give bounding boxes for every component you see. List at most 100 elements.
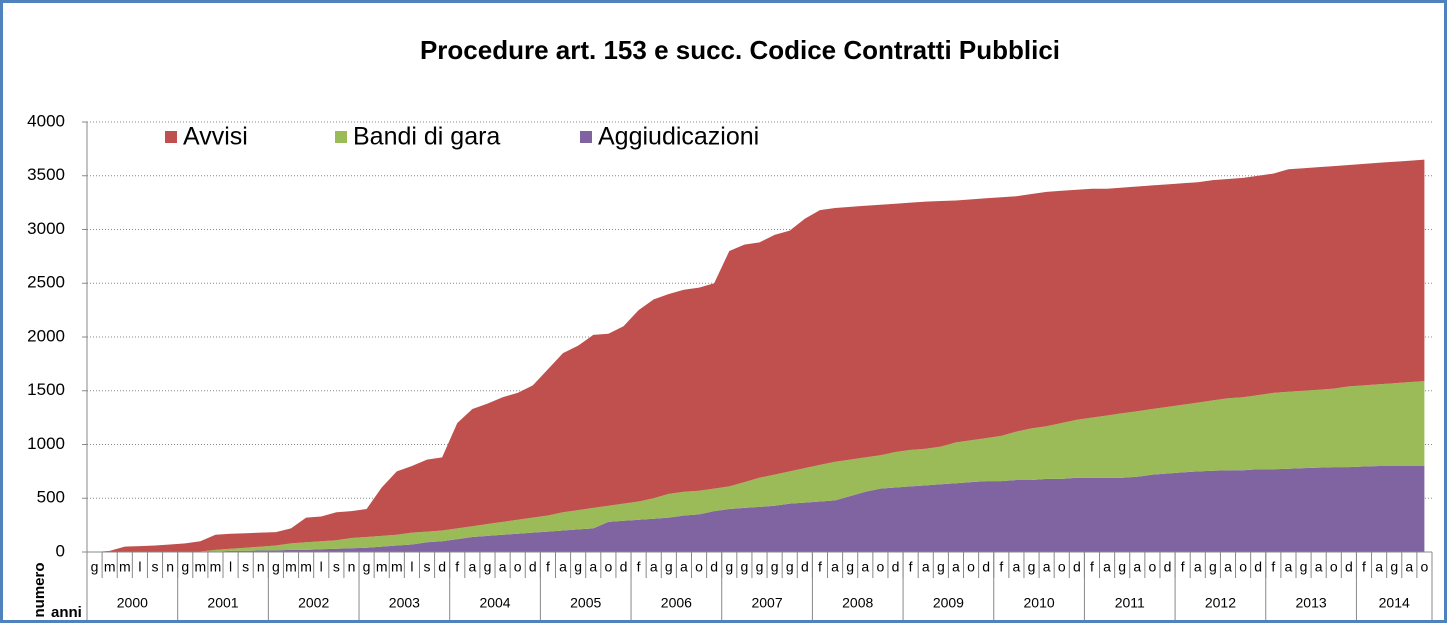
x-tick-label: d xyxy=(982,559,990,575)
x-tick-label: f xyxy=(1181,559,1185,575)
year-label: 2013 xyxy=(1296,595,1327,611)
x-tick-label: d xyxy=(892,559,900,575)
year-label: 2009 xyxy=(933,595,964,611)
legend-swatch xyxy=(165,131,177,143)
x-tick-label: m xyxy=(195,559,207,575)
x-tick-label: a xyxy=(589,559,597,575)
x-axis-label: anni xyxy=(51,604,82,621)
x-tick-label: m xyxy=(376,559,388,575)
x-tick-label: a xyxy=(1224,559,1232,575)
year-label: 2012 xyxy=(1205,595,1236,611)
x-tick-label: o xyxy=(514,559,522,575)
x-tick-label: m xyxy=(210,559,222,575)
x-tick-label: d xyxy=(620,559,628,575)
x-tick-label: f xyxy=(818,559,822,575)
x-tick-label: g xyxy=(771,559,779,575)
legend-swatch xyxy=(335,131,347,143)
x-tick-label: d xyxy=(710,559,718,575)
legend-label: Aggiudicazioni xyxy=(598,123,759,151)
x-tick-label: o xyxy=(1239,559,1247,575)
x-tick-label: m xyxy=(119,559,131,575)
x-tick-label: l xyxy=(229,559,232,575)
legend-swatch xyxy=(580,131,592,143)
x-tick-label: a xyxy=(861,559,869,575)
x-tick-label: o xyxy=(1330,559,1338,575)
year-label: 2003 xyxy=(389,595,420,611)
y-tick-label: 1000 xyxy=(27,434,65,453)
x-tick-label: g xyxy=(91,559,99,575)
x-tick-label: g xyxy=(574,559,582,575)
year-label: 2010 xyxy=(1024,595,1055,611)
x-tick-label: a xyxy=(1375,559,1383,575)
x-tick-label: s xyxy=(424,559,431,575)
x-tick-label: g xyxy=(665,559,673,575)
x-tick-label: d xyxy=(1345,559,1353,575)
x-tick-label: g xyxy=(1390,559,1398,575)
x-tick-label: a xyxy=(680,559,688,575)
x-tick-label: f xyxy=(1090,559,1094,575)
x-tick-label: d xyxy=(801,559,809,575)
x-tick-label: g xyxy=(1300,559,1308,575)
y-tick-label: 2000 xyxy=(27,326,65,345)
x-tick-label: o xyxy=(877,559,885,575)
x-tick-label: l xyxy=(138,559,141,575)
legend-label: Bandi di gara xyxy=(353,123,500,151)
x-tick-label: o xyxy=(1421,559,1429,575)
x-tick-label: a xyxy=(1315,559,1323,575)
x-tick-label: n xyxy=(348,559,356,575)
x-tick-label: a xyxy=(1013,559,1021,575)
x-tick-label: o xyxy=(1149,559,1157,575)
year-label: 2001 xyxy=(207,595,238,611)
x-tick-label: o xyxy=(604,559,612,575)
year-label: 2006 xyxy=(661,595,692,611)
x-tick-label: l xyxy=(320,559,323,575)
x-tick-label: g xyxy=(272,559,280,575)
x-tick-label: f xyxy=(1362,559,1366,575)
chart-title: Procedure art. 153 e succ. Codice Contra… xyxy=(420,35,1060,65)
x-tick-label: g xyxy=(756,559,764,575)
x-tick-label: f xyxy=(999,559,1003,575)
x-tick-label: a xyxy=(559,559,567,575)
x-tick-label: g xyxy=(181,559,189,575)
year-label: 2000 xyxy=(117,595,148,611)
x-tick-label: g xyxy=(363,559,371,575)
year-label: 2011 xyxy=(1115,595,1145,611)
y-tick-label: 0 xyxy=(56,541,65,560)
x-tick-label: f xyxy=(909,559,913,575)
y-tick-label: 1500 xyxy=(27,380,65,399)
x-tick-label: a xyxy=(1194,559,1202,575)
x-tick-label: o xyxy=(695,559,703,575)
y-tick-label: 3500 xyxy=(27,165,65,184)
x-tick-label: g xyxy=(725,559,733,575)
x-tick-label: m xyxy=(300,559,312,575)
area xyxy=(94,159,1425,552)
year-label: 2002 xyxy=(298,595,329,611)
x-tick-label: g xyxy=(786,559,794,575)
y-tick-label: 2500 xyxy=(27,273,65,292)
x-tick-label: f xyxy=(637,559,641,575)
x-tick-label: d xyxy=(529,559,537,575)
x-tick-label: n xyxy=(166,559,174,575)
x-tick-label: a xyxy=(499,559,507,575)
x-tick-label: s xyxy=(242,559,249,575)
x-tick-label: a xyxy=(1285,559,1293,575)
x-tick-label: a xyxy=(922,559,930,575)
year-label: 2008 xyxy=(842,595,873,611)
x-tick-label: m xyxy=(391,559,403,575)
x-tick-label: g xyxy=(937,559,945,575)
year-label: 2014 xyxy=(1379,595,1410,611)
x-tick-label: f xyxy=(455,559,459,575)
x-tick-label: n xyxy=(257,559,265,575)
x-tick-label: g xyxy=(1209,559,1217,575)
x-tick-label: s xyxy=(152,559,159,575)
x-tick-label: a xyxy=(468,559,476,575)
x-tick-label: d xyxy=(1164,559,1172,575)
x-tick-label: m xyxy=(104,559,116,575)
x-tick-label: d xyxy=(1254,559,1262,575)
x-tick-label: a xyxy=(831,559,839,575)
x-tick-label: g xyxy=(484,559,492,575)
y-tick-label: 3000 xyxy=(27,219,65,238)
x-tick-label: a xyxy=(1405,559,1413,575)
